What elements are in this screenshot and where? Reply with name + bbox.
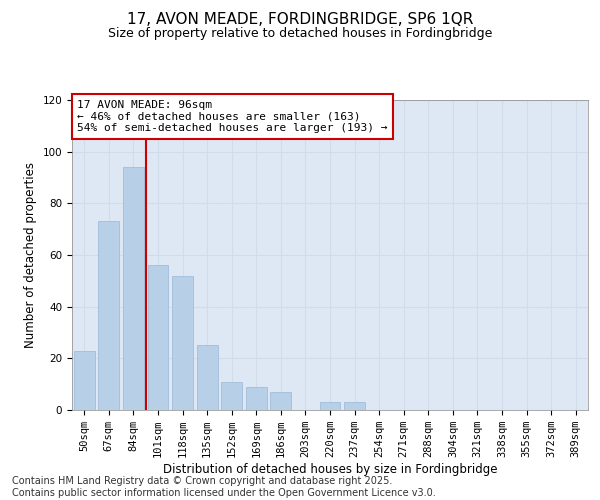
Bar xyxy=(320,402,340,410)
Bar xyxy=(197,346,218,410)
Bar xyxy=(123,167,144,410)
Bar xyxy=(74,350,95,410)
Bar xyxy=(246,387,267,410)
Text: 17 AVON MEADE: 96sqm
← 46% of detached houses are smaller (163)
54% of semi-deta: 17 AVON MEADE: 96sqm ← 46% of detached h… xyxy=(77,100,388,133)
Y-axis label: Number of detached properties: Number of detached properties xyxy=(24,162,37,348)
Text: Contains HM Land Registry data © Crown copyright and database right 2025.
Contai: Contains HM Land Registry data © Crown c… xyxy=(12,476,436,498)
Bar xyxy=(271,392,292,410)
Bar xyxy=(98,222,119,410)
Bar xyxy=(172,276,193,410)
X-axis label: Distribution of detached houses by size in Fordingbridge: Distribution of detached houses by size … xyxy=(163,463,497,476)
Text: 17, AVON MEADE, FORDINGBRIDGE, SP6 1QR: 17, AVON MEADE, FORDINGBRIDGE, SP6 1QR xyxy=(127,12,473,28)
Bar xyxy=(221,382,242,410)
Bar xyxy=(148,266,169,410)
Bar xyxy=(344,402,365,410)
Text: Size of property relative to detached houses in Fordingbridge: Size of property relative to detached ho… xyxy=(108,28,492,40)
